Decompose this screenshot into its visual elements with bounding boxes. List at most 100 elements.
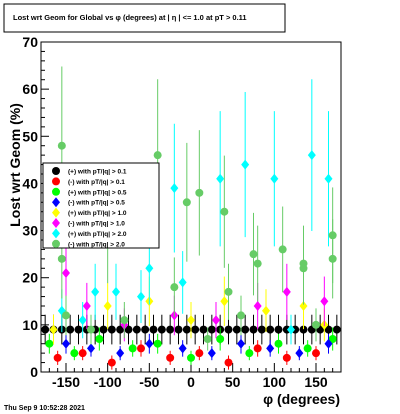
data-point — [145, 263, 154, 274]
data-point — [166, 325, 175, 334]
data-point — [178, 343, 187, 354]
legend-label: (-) with pT/|q| > 1.0 — [68, 221, 125, 228]
data-point — [153, 151, 162, 160]
data-point — [237, 311, 245, 320]
data-point — [191, 325, 200, 334]
data-point — [216, 173, 225, 184]
data-point — [295, 348, 304, 359]
data-point — [116, 348, 125, 359]
data-point — [312, 320, 320, 329]
chart-title: Lost wrt Geom for Global vs φ (degrees) … — [13, 13, 247, 22]
data-point — [53, 353, 62, 362]
data-point — [174, 325, 183, 334]
data-point — [249, 250, 258, 259]
data-point — [57, 254, 66, 263]
timestamp: Thu Sep 9 10:52:28 2021 — [4, 405, 85, 412]
x-tick-label: 0 — [187, 374, 195, 390]
data-point — [220, 207, 229, 216]
x-tick-label: -50 — [139, 374, 159, 390]
data-point — [195, 188, 204, 197]
data-point — [170, 283, 179, 292]
legend-marker — [52, 218, 60, 228]
legend-label: (+) with pT/|q| > 2.0 — [68, 231, 127, 238]
y-tick-label: 20 — [22, 270, 38, 286]
data-point — [166, 353, 175, 362]
x-tick-label: 150 — [304, 374, 328, 390]
y-tick-label: 30 — [22, 223, 38, 239]
data-point — [203, 335, 212, 343]
data-point — [62, 268, 70, 278]
data-point — [212, 315, 220, 326]
data-point — [120, 316, 129, 325]
data-point — [232, 325, 241, 334]
legend-marker — [52, 167, 60, 175]
x-tick-label: 100 — [263, 374, 287, 390]
data-point — [95, 335, 104, 343]
data-point — [207, 348, 216, 359]
x-tick-label: -150 — [52, 374, 80, 390]
legend-marker — [52, 177, 60, 186]
data-point — [57, 141, 66, 150]
data-point — [153, 339, 162, 348]
data-point — [282, 353, 291, 362]
data-point — [328, 254, 337, 263]
data-point — [112, 286, 120, 297]
y-tick-label: 40 — [22, 175, 38, 191]
data-point — [274, 339, 283, 348]
data-point — [145, 338, 154, 349]
data-point — [178, 277, 187, 288]
data-point — [49, 324, 58, 335]
data-point — [312, 349, 320, 358]
legend-label: (+) with pT/|q| > 0.1 — [68, 169, 127, 176]
data-point — [266, 325, 275, 334]
data-point — [299, 301, 308, 311]
data-point — [287, 324, 295, 335]
y-tick-label: 50 — [22, 128, 38, 144]
data-point — [253, 301, 262, 311]
legend-marker — [52, 207, 60, 218]
data-point — [199, 325, 208, 334]
legend-label: (-) with pT/|q| > 0.5 — [68, 200, 125, 207]
data-point — [103, 301, 112, 311]
data-point — [249, 325, 258, 334]
data-point — [224, 325, 233, 334]
data-point — [137, 291, 145, 302]
data-point — [78, 315, 87, 326]
data-point — [253, 344, 262, 353]
legend-label: (+) with pT/|q| > 0.5 — [68, 189, 127, 196]
data-point — [187, 353, 195, 362]
x-axis-label: φ (degrees) — [263, 391, 340, 407]
data-point — [253, 259, 262, 268]
legend-marker — [52, 197, 60, 208]
data-point — [324, 173, 333, 184]
data-point — [116, 325, 125, 334]
data-point — [282, 286, 291, 297]
data-point — [41, 325, 50, 334]
data-point — [91, 286, 100, 297]
data-point — [262, 305, 270, 316]
data-point — [62, 338, 70, 349]
y-tick-label: 10 — [22, 317, 38, 333]
data-point — [328, 335, 337, 343]
legend-marker — [52, 239, 60, 248]
data-point — [149, 325, 158, 334]
y-axis-label: Lost wrt Geom (%) — [7, 103, 23, 227]
data-point — [241, 325, 250, 334]
data-point — [132, 325, 141, 334]
y-tick-label: 0 — [30, 364, 38, 380]
data-point — [224, 287, 233, 296]
legend-label: (-) with pT/|q| > 0.1 — [68, 179, 125, 186]
data-point — [141, 325, 150, 334]
data-point — [182, 325, 191, 334]
legend-label: (+) with pT/|q| > 1.0 — [68, 210, 127, 217]
data-point — [70, 349, 79, 358]
data-point — [299, 264, 308, 273]
data-point — [107, 325, 116, 334]
data-point — [274, 325, 283, 334]
y-tick-label: 60 — [22, 81, 38, 97]
data-point — [224, 358, 233, 367]
data-point — [278, 245, 287, 254]
axes-layer: 0 10 20 30 40 50 60 70 -150 -100 -50 0 50 100 150 — [22, 34, 334, 390]
data-point — [45, 339, 54, 348]
